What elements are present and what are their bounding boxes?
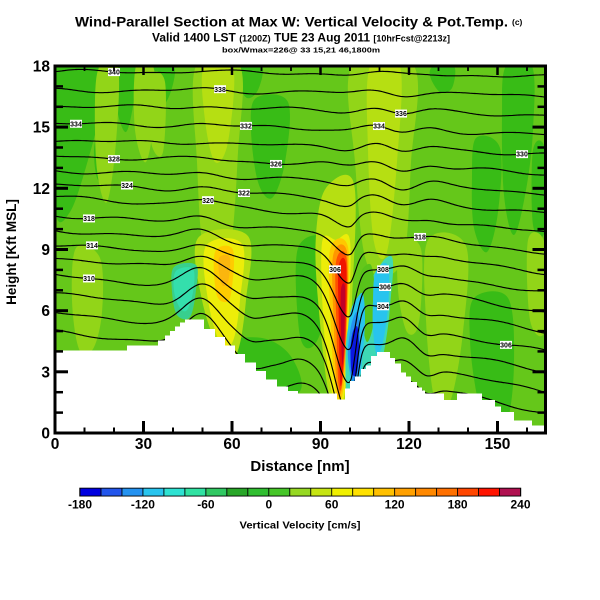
svg-text:Distance [nm]: Distance [nm] [250,458,349,475]
svg-text:340: 340 [108,70,120,77]
svg-text:Vertical Velocity [cm/s]: Vertical Velocity [cm/s] [240,520,361,532]
svg-text:150: 150 [485,436,511,453]
svg-text:314: 314 [86,243,98,250]
svg-text:0: 0 [51,436,60,453]
svg-text:12: 12 [33,181,50,198]
svg-text:-120: -120 [131,498,155,512]
svg-text:6: 6 [41,303,50,320]
svg-text:306: 306 [329,267,341,274]
svg-text:box/Wmax=226@ 33 15,21 46,1800: box/Wmax=226@ 33 15,21 46,1800m [222,48,380,55]
svg-text:0: 0 [41,426,50,443]
svg-text:18: 18 [33,59,51,76]
svg-text:304: 304 [377,304,389,311]
svg-text:338: 338 [214,87,226,94]
svg-text:306: 306 [379,285,391,292]
svg-text:60: 60 [223,436,240,453]
svg-text:180: 180 [448,498,468,512]
svg-text:60: 60 [325,498,339,512]
svg-text:3: 3 [41,364,50,381]
svg-text:326: 326 [270,162,282,169]
svg-text:336: 336 [395,111,407,118]
svg-text:324: 324 [121,183,133,190]
svg-text:334: 334 [70,121,82,128]
svg-text:120: 120 [385,498,405,512]
svg-text:322: 322 [238,191,250,198]
svg-text:320: 320 [202,198,214,205]
svg-text:328: 328 [108,157,120,164]
svg-text:90: 90 [312,436,329,453]
svg-text:330: 330 [516,152,528,159]
svg-text:0: 0 [265,498,272,512]
svg-text:-180: -180 [68,498,92,512]
svg-text:15: 15 [33,120,51,137]
svg-text:332: 332 [240,123,252,130]
svg-text:308: 308 [377,267,389,274]
svg-text:(c): (c) [512,17,523,27]
svg-text:30: 30 [135,436,152,453]
svg-text:-60: -60 [197,498,215,512]
svg-text:310: 310 [83,276,95,283]
svg-text:318: 318 [83,216,95,223]
svg-text:318: 318 [414,235,426,242]
svg-text:306: 306 [500,342,512,349]
svg-text:Valid 1400 LST (1200Z) TUE 23: Valid 1400 LST (1200Z) TUE 23 Aug 2011 [… [152,31,450,45]
svg-text:Height [Kft MSL]: Height [Kft MSL] [4,199,19,305]
svg-text:240: 240 [510,498,530,512]
svg-text:334: 334 [373,124,385,131]
svg-text:120: 120 [396,436,422,453]
svg-text:Wind-Parallel Section at Max W: Wind-Parallel Section at Max W: Vertical… [75,14,508,30]
svg-text:9: 9 [41,242,50,259]
